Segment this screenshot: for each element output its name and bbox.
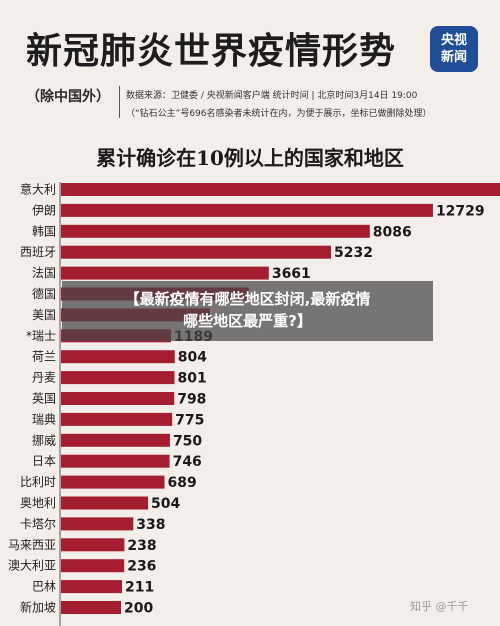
value-label: 504	[151, 496, 180, 512]
bar	[61, 392, 175, 405]
category-label: 比利时	[20, 475, 56, 489]
bar	[61, 496, 149, 510]
category-label: 法国	[32, 266, 56, 280]
watermark: 知乎 @千千	[410, 600, 469, 613]
category-label: 荷兰	[32, 350, 56, 364]
value-label: 8086	[373, 224, 412, 240]
logo-line1: 央视	[440, 33, 467, 48]
category-label: 瑞典	[32, 412, 56, 426]
value-label: 12729	[436, 203, 485, 219]
value-label: 200	[124, 601, 153, 617]
category-label: 澳大利亚	[8, 559, 56, 573]
category-label: 马来西亚	[8, 538, 56, 552]
bar	[61, 538, 125, 552]
category-label: 伊朗	[32, 203, 56, 217]
value-label: 746	[173, 454, 202, 470]
exclusion-note: （“钻石公主”号696名感染者未统计在内，为便于展示，坐标已做删除处理）	[126, 109, 432, 119]
value-label: 801	[177, 371, 206, 387]
category-label: 韩国	[32, 223, 56, 238]
value-label: 3661	[272, 266, 311, 282]
category-label: 意大利	[20, 182, 56, 197]
value-label: 236	[127, 559, 156, 575]
value-label: 689	[168, 475, 197, 491]
bar	[61, 245, 331, 259]
category-label: 新加坡	[20, 600, 56, 615]
value-label: 775	[175, 412, 204, 428]
header-divider	[119, 86, 120, 118]
category-label: 奥地利	[20, 496, 56, 510]
bar	[61, 559, 125, 573]
value-label: 750	[173, 433, 202, 449]
category-label: 丹麦	[32, 371, 56, 385]
region-tag: （除中国外）	[26, 89, 110, 105]
value-label: 804	[178, 350, 207, 366]
category-label: 巴林	[32, 580, 56, 594]
overlay-caption-line2: 哪些地区最严重?】	[183, 312, 312, 330]
value-label: 338	[136, 517, 165, 533]
bar	[61, 203, 433, 217]
chart-title: 新冠肺炎世界疫情形势	[26, 30, 397, 72]
value-label: 238	[127, 538, 156, 554]
cctv-news-logo: 央视 新闻	[430, 26, 478, 72]
overlay-caption: 【最新疫情有哪些地区封闭,最新疫情 哪些地区最严重?】	[62, 281, 433, 341]
category-label: 卡塔尔	[20, 516, 56, 531]
bar	[61, 433, 170, 447]
bar	[61, 371, 175, 385]
bar	[61, 350, 175, 364]
chart-subtitle: 累计确诊在10例以上的国家和地区	[96, 146, 404, 170]
bar	[61, 224, 370, 238]
bar	[61, 580, 122, 594]
bar	[61, 517, 134, 531]
bar-chart: 意大利17660伊朗12729韩国8086西班牙5232法国3661德国美国*瑞…	[8, 182, 500, 626]
overlay-caption-line1: 【最新疫情有哪些地区封闭,最新疫情	[124, 290, 371, 308]
source-note: 数据来源：卫健委 / 央视新闻客户端 统计时间 | 北京时间3月14日 19:0…	[126, 91, 418, 101]
bar	[61, 412, 173, 426]
value-label: 211	[125, 580, 154, 596]
bar	[61, 601, 121, 614]
category-label: 挪威	[32, 433, 56, 447]
category-label: 美国	[32, 308, 56, 322]
bar	[61, 475, 165, 489]
category-label: 西班牙	[20, 245, 56, 259]
category-label: 日本	[32, 454, 56, 468]
category-label: 英国	[32, 392, 56, 406]
logo-line2: 新闻	[440, 50, 467, 65]
category-label: 德国	[32, 286, 56, 301]
category-label: *瑞士	[26, 329, 56, 343]
bar	[61, 454, 170, 468]
bar	[61, 183, 500, 196]
value-label: 798	[177, 392, 206, 408]
value-label: 5232	[334, 245, 373, 261]
bar	[61, 266, 269, 280]
